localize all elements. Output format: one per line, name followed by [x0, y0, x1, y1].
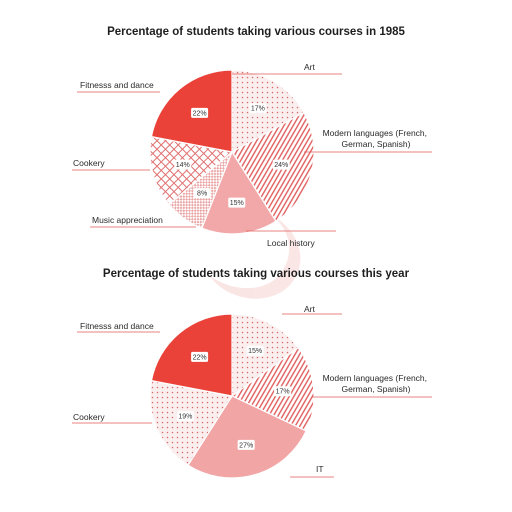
- pie-slice-art: [231, 313, 300, 398]
- chart-title: Percentage of students taking various co…: [103, 268, 410, 280]
- value-label-box: [237, 439, 255, 450]
- value-label-box: [191, 107, 209, 118]
- value-label-text: 8%: [197, 191, 207, 198]
- label-art: Art: [304, 62, 316, 72]
- value-label-text: 19%: [178, 414, 192, 421]
- pie-slice-local-history: [201, 150, 277, 235]
- value-label-box: [274, 386, 292, 397]
- value-label-art: 17%: [249, 103, 267, 114]
- label-modern-languages: Modern languages (French, German, Spanis…: [323, 373, 430, 394]
- label-modern-languages-line-2: German, Spanish): [342, 384, 411, 394]
- value-label-modern-languages: 17%: [274, 386, 292, 397]
- leader-lines: [72, 73, 432, 232]
- label-fitness-and-dance: Fitnesss and dance: [80, 321, 154, 331]
- category-labels: Art Modern languages (French, German, Sp…: [73, 62, 430, 248]
- label-local-history: Local history: [267, 238, 315, 248]
- pie-slice-cookery: [149, 135, 234, 206]
- value-labels: 17% 24% 15% 8% 14% 22%: [174, 103, 290, 208]
- value-label-box: [174, 159, 192, 170]
- value-label-box: [193, 188, 211, 199]
- value-label-cookery: 19%: [176, 411, 194, 422]
- category-labels: Art Modern languages (French, German, Sp…: [73, 304, 430, 474]
- value-label-it: 27%: [237, 439, 255, 450]
- value-label-modern-languages: 24%: [272, 159, 290, 170]
- value-labels: 15% 17% 27% 19% 22%: [176, 345, 292, 450]
- pie-chart-1985: Percentage of students taking various co…: [72, 26, 432, 248]
- value-label-text: 14%: [176, 162, 190, 169]
- value-label-box: [191, 351, 209, 362]
- label-modern-languages: Modern languages (French, German, Spanis…: [323, 128, 430, 149]
- pie-slice-it: [187, 395, 307, 479]
- label-modern-languages-line-1: Modern languages (French,: [323, 373, 427, 383]
- value-label-text: 15%: [248, 348, 262, 355]
- value-label-text: 27%: [239, 442, 253, 449]
- value-label-music-appreciation: 8%: [193, 188, 211, 199]
- value-label-box: [249, 103, 267, 114]
- value-label-text: 17%: [251, 106, 265, 113]
- value-label-box: [228, 197, 246, 208]
- pie-chart-this-year: Percentage of students taking various co…: [72, 268, 432, 479]
- label-cookery: Cookery: [73, 412, 105, 422]
- pie-slices: [149, 69, 315, 235]
- label-fitness-and-dance: Fitnesss and dance: [80, 80, 154, 90]
- label-modern-languages-line-2: German, Spanish): [342, 139, 411, 149]
- pie-slice-cookery: [149, 379, 233, 467]
- label-art: Art: [304, 304, 316, 314]
- value-label-art: 15%: [246, 345, 264, 356]
- value-label-text: 15%: [230, 200, 244, 207]
- chart-title: Percentage of students taking various co…: [107, 26, 405, 38]
- label-music-appreciation: Music appreciation: [92, 215, 163, 225]
- value-label-text: 17%: [276, 389, 290, 396]
- value-label-fitnesss-and-dance: 22%: [191, 107, 209, 118]
- value-label-text: 22%: [193, 354, 207, 361]
- label-it: IT: [316, 464, 324, 474]
- pie-slice-modern-languages: [230, 346, 315, 432]
- label-modern-languages-line-1: Modern languages (French,: [323, 128, 427, 138]
- value-label-box: [246, 345, 264, 356]
- value-label-box: [272, 159, 290, 170]
- label-cookery: Cookery: [73, 158, 105, 168]
- value-label-fitnesss-and-dance: 22%: [191, 351, 209, 362]
- pie-slice-art: [231, 69, 305, 154]
- value-label-text: 22%: [193, 110, 207, 117]
- leader-lines: [72, 313, 432, 478]
- pie-slices: [149, 313, 315, 479]
- value-label-local-history: 15%: [228, 197, 246, 208]
- value-label-cookery: 14%: [174, 159, 192, 170]
- value-label-text: 24%: [274, 162, 288, 169]
- value-label-box: [176, 411, 194, 422]
